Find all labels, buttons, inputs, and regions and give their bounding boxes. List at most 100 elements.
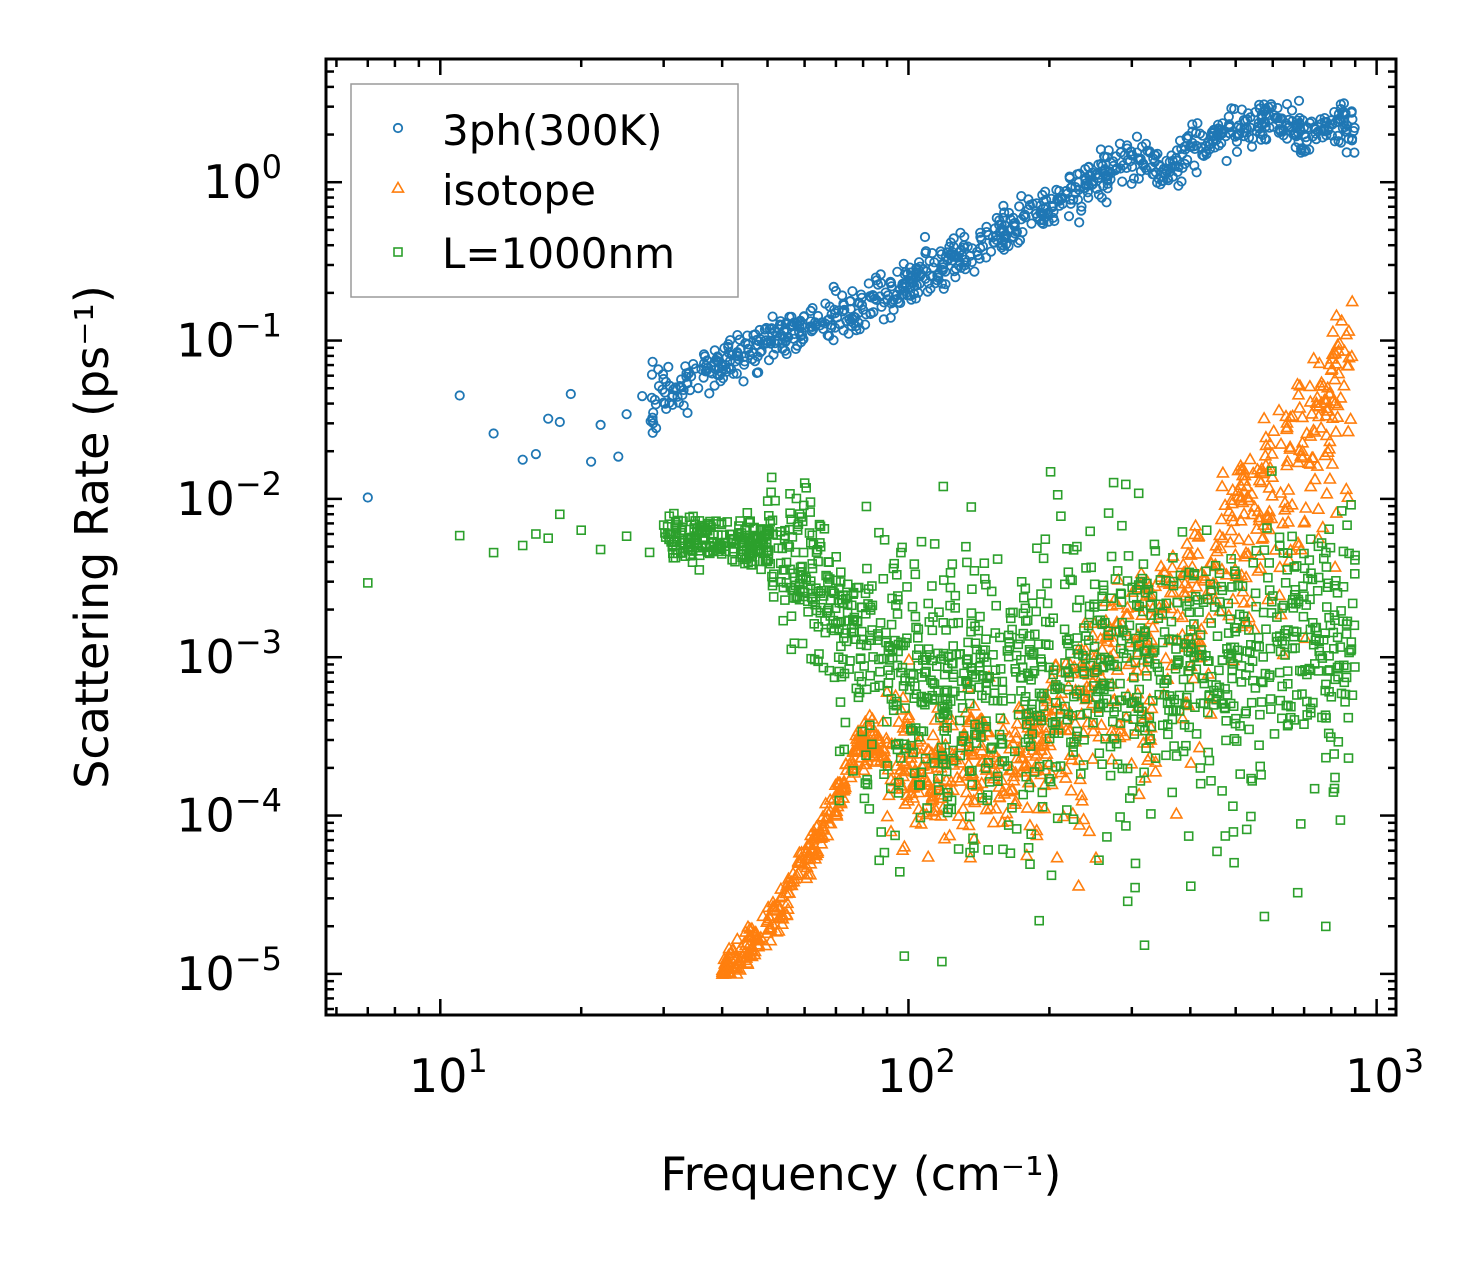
data-point xyxy=(660,376,672,387)
data-point xyxy=(1338,109,1349,120)
data-point xyxy=(1149,645,1160,655)
data-point xyxy=(1198,150,1209,161)
data-point xyxy=(1112,759,1123,770)
data-point xyxy=(1121,162,1132,173)
data-point xyxy=(1040,639,1051,649)
data-point xyxy=(892,293,903,305)
data-point xyxy=(806,326,817,337)
data-point xyxy=(1084,601,1095,612)
data-point xyxy=(1044,774,1054,784)
data-point xyxy=(874,855,885,866)
data-point xyxy=(690,516,701,526)
data-point xyxy=(1293,378,1307,391)
data-point xyxy=(1283,441,1297,454)
data-point xyxy=(1256,466,1271,479)
data-point xyxy=(1131,131,1143,142)
data-point xyxy=(703,518,713,529)
data-point xyxy=(902,633,912,644)
data-point xyxy=(1055,193,1067,205)
data-point xyxy=(1203,707,1213,718)
data-point xyxy=(908,747,918,758)
data-point xyxy=(1291,387,1306,400)
data-point xyxy=(1328,627,1339,638)
data-point xyxy=(1136,716,1147,727)
data-point xyxy=(863,278,874,289)
data-point xyxy=(1231,713,1241,724)
data-point xyxy=(942,247,953,258)
data-point xyxy=(967,779,978,790)
data-point xyxy=(835,577,846,587)
data-point xyxy=(1220,831,1231,841)
data-point xyxy=(907,601,918,612)
data-point xyxy=(1171,644,1181,654)
data-point xyxy=(1292,443,1307,456)
data-point xyxy=(1079,734,1089,745)
data-point xyxy=(756,564,766,575)
data-point xyxy=(1337,378,1351,391)
data-point xyxy=(820,627,831,638)
data-point xyxy=(921,849,936,862)
data-point xyxy=(1321,547,1331,558)
data-point xyxy=(1171,635,1182,646)
data-point xyxy=(1137,141,1148,152)
data-point xyxy=(1217,655,1228,665)
data-point xyxy=(906,790,921,803)
data-point xyxy=(1236,677,1247,687)
data-point xyxy=(970,719,980,730)
data-point xyxy=(1082,824,1097,837)
data-point xyxy=(998,844,1008,855)
x-tick-label: 103 xyxy=(1345,1042,1424,1103)
data-point xyxy=(1198,571,1212,584)
data-point xyxy=(1100,617,1110,628)
data-point xyxy=(828,281,839,292)
data-point xyxy=(1232,532,1246,545)
data-point xyxy=(942,828,957,841)
data-point xyxy=(998,200,1009,211)
legend-marker xyxy=(391,180,405,193)
data-point xyxy=(1144,146,1155,157)
data-point xyxy=(955,750,966,761)
data-point xyxy=(1255,531,1269,544)
data-point xyxy=(845,757,860,770)
data-point xyxy=(1106,593,1117,604)
data-point xyxy=(1281,99,1293,110)
data-point xyxy=(694,565,705,575)
data-point xyxy=(1040,534,1051,545)
data-point xyxy=(981,685,992,696)
data-point xyxy=(862,779,873,790)
data-point xyxy=(939,687,950,698)
data-point xyxy=(1178,576,1192,589)
data-point xyxy=(1293,137,1304,148)
data-point xyxy=(896,547,906,558)
data-point xyxy=(1106,551,1117,562)
data-point xyxy=(1280,650,1290,660)
data-point xyxy=(1022,615,1033,626)
data-point xyxy=(1138,160,1149,171)
data-point xyxy=(1341,358,1356,371)
data-point xyxy=(1085,751,1100,764)
data-point xyxy=(1024,200,1036,211)
data-point xyxy=(775,910,789,923)
data-point xyxy=(765,338,777,349)
data-point xyxy=(1008,725,1023,738)
data-point xyxy=(1304,117,1315,129)
data-point xyxy=(913,780,924,790)
data-point xyxy=(1069,691,1079,702)
data-point xyxy=(1277,713,1287,724)
data-point xyxy=(1293,594,1304,605)
data-point xyxy=(1229,857,1239,868)
data-point xyxy=(844,770,858,783)
data-point xyxy=(780,564,790,575)
data-point xyxy=(672,391,683,402)
data-point xyxy=(913,644,924,654)
data-point xyxy=(992,790,1007,803)
data-point xyxy=(1005,613,1016,624)
data-point xyxy=(930,778,944,791)
data-layer xyxy=(362,95,1360,979)
data-point xyxy=(845,753,859,766)
data-point xyxy=(885,278,896,289)
data-point xyxy=(954,715,965,726)
data-point xyxy=(1051,716,1061,727)
data-point xyxy=(910,569,921,580)
data-point xyxy=(730,931,745,945)
